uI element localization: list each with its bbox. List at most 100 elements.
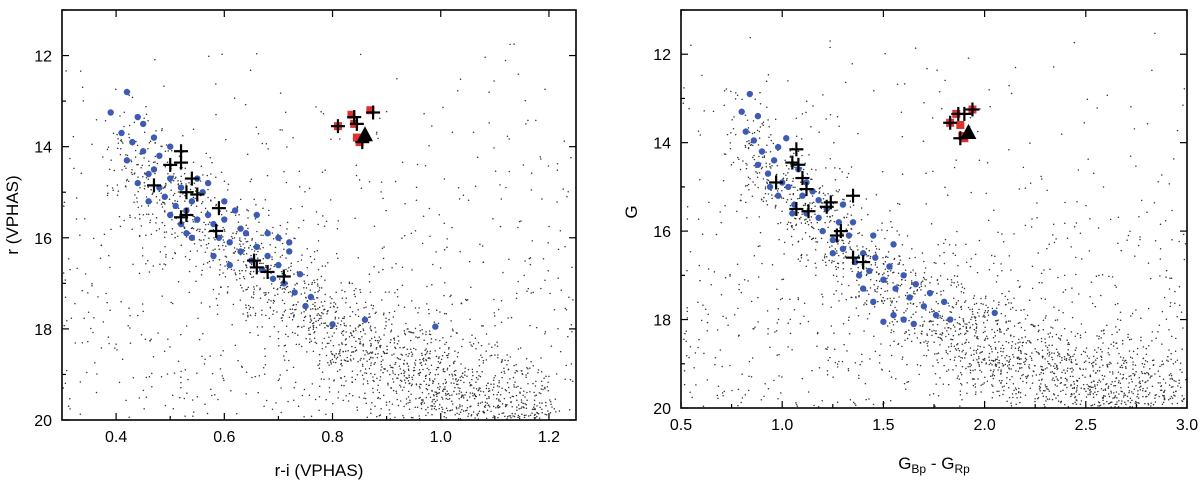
field-star-dot <box>282 314 284 316</box>
field-star-dot <box>466 407 469 409</box>
field-star-dot <box>481 356 483 359</box>
field-star-dot <box>1103 402 1105 405</box>
field-star-dot <box>1170 277 1173 279</box>
field-star-dot <box>842 242 845 245</box>
field-star-dot <box>1008 148 1010 151</box>
field-star-dot <box>492 405 495 408</box>
field-star-dot <box>1135 402 1138 404</box>
field-star-dot <box>908 333 911 336</box>
field-star-dot <box>325 220 328 223</box>
field-star-dot <box>966 323 968 325</box>
field-star-dot <box>685 340 687 342</box>
field-star-dot <box>279 129 281 131</box>
field-star-dot <box>944 186 946 189</box>
field-star-dot <box>379 338 382 341</box>
field-star-dot <box>731 118 733 121</box>
field-star-dot <box>534 385 537 387</box>
field-star-dot <box>1123 394 1125 396</box>
field-star-dot <box>729 273 731 276</box>
field-star-dot <box>814 213 816 216</box>
field-star-dot <box>1163 390 1165 393</box>
field-star-dot <box>950 343 953 345</box>
field-star-dot <box>850 214 853 216</box>
field-star-dot <box>1069 375 1072 378</box>
field-star-dot <box>805 265 808 267</box>
field-star-dot <box>510 417 512 419</box>
field-star-dot <box>403 359 406 362</box>
field-star-dot <box>143 187 146 190</box>
field-star-dot <box>523 414 526 417</box>
field-star-dot <box>770 167 772 169</box>
field-star-dot <box>987 219 990 222</box>
field-star-dot <box>704 308 707 310</box>
field-star-dot <box>883 299 886 302</box>
field-star-dot <box>97 296 99 298</box>
field-star-dot <box>171 257 174 260</box>
field-star-dot <box>372 357 374 359</box>
field-star-dot <box>392 378 394 380</box>
field-star-dot <box>1172 363 1175 365</box>
field-star-dot <box>140 205 143 207</box>
field-star-dot <box>923 260 925 263</box>
field-star-dot <box>1076 363 1078 365</box>
field-star-dot <box>957 264 959 267</box>
field-star-dot <box>439 339 441 342</box>
field-star-dot <box>279 92 282 94</box>
field-star-dot <box>1022 341 1025 343</box>
field-star-dot <box>505 389 508 392</box>
cross-marker <box>846 250 861 265</box>
field-star-dot <box>382 350 385 353</box>
field-star-dot <box>379 345 381 348</box>
field-star-dot <box>183 397 186 400</box>
field-star-dot <box>431 404 433 407</box>
field-star-dot <box>301 205 303 208</box>
field-star-dot <box>164 186 166 189</box>
field-star-dot <box>353 289 355 292</box>
field-star-dot <box>1026 375 1029 378</box>
field-star-dot <box>432 382 434 384</box>
blue-member-point <box>750 137 758 144</box>
blue-member-point <box>253 243 260 251</box>
field-star-dot <box>1016 356 1019 359</box>
field-star-dot <box>909 302 912 304</box>
field-star-dot <box>1008 363 1011 366</box>
field-star-dot <box>220 286 222 289</box>
field-star-dot <box>366 351 369 353</box>
field-star-dot <box>921 325 924 327</box>
field-star-dot <box>699 178 701 181</box>
field-star-dot <box>565 309 568 311</box>
field-star-dot <box>284 333 287 336</box>
field-star-dot <box>959 371 962 374</box>
field-star-dot <box>1163 296 1166 299</box>
field-star-dot <box>758 155 760 158</box>
field-star-dot <box>191 399 194 401</box>
field-star-dot <box>961 351 963 353</box>
field-star-dot <box>485 350 487 352</box>
field-star-dot <box>904 388 907 391</box>
field-star-dot <box>1014 343 1017 345</box>
field-star-dot <box>180 381 182 384</box>
field-star-dot <box>272 237 275 240</box>
field-star-dot <box>399 379 402 382</box>
field-star-dot <box>1129 405 1131 408</box>
field-star-dot <box>1074 256 1077 259</box>
field-star-dot <box>458 198 461 200</box>
field-star-dot <box>161 145 163 148</box>
field-star-dot <box>280 387 282 389</box>
field-star-dot <box>470 286 472 288</box>
field-star-dot <box>1047 349 1049 351</box>
field-star-dot <box>366 380 369 382</box>
field-star-dot <box>1171 209 1173 212</box>
field-star-dot <box>92 331 94 334</box>
field-star-dot <box>508 258 510 261</box>
field-star-dot <box>1138 215 1140 218</box>
field-star-dot <box>1125 359 1127 362</box>
field-star-dot <box>1080 387 1083 389</box>
field-star-dot <box>1099 404 1102 407</box>
field-star-dot <box>1051 371 1054 373</box>
field-star-dot <box>317 268 320 271</box>
field-star-dot <box>1157 180 1159 183</box>
field-star-dot <box>995 365 997 368</box>
field-star-dot <box>762 124 765 127</box>
field-star-dot <box>324 169 326 171</box>
